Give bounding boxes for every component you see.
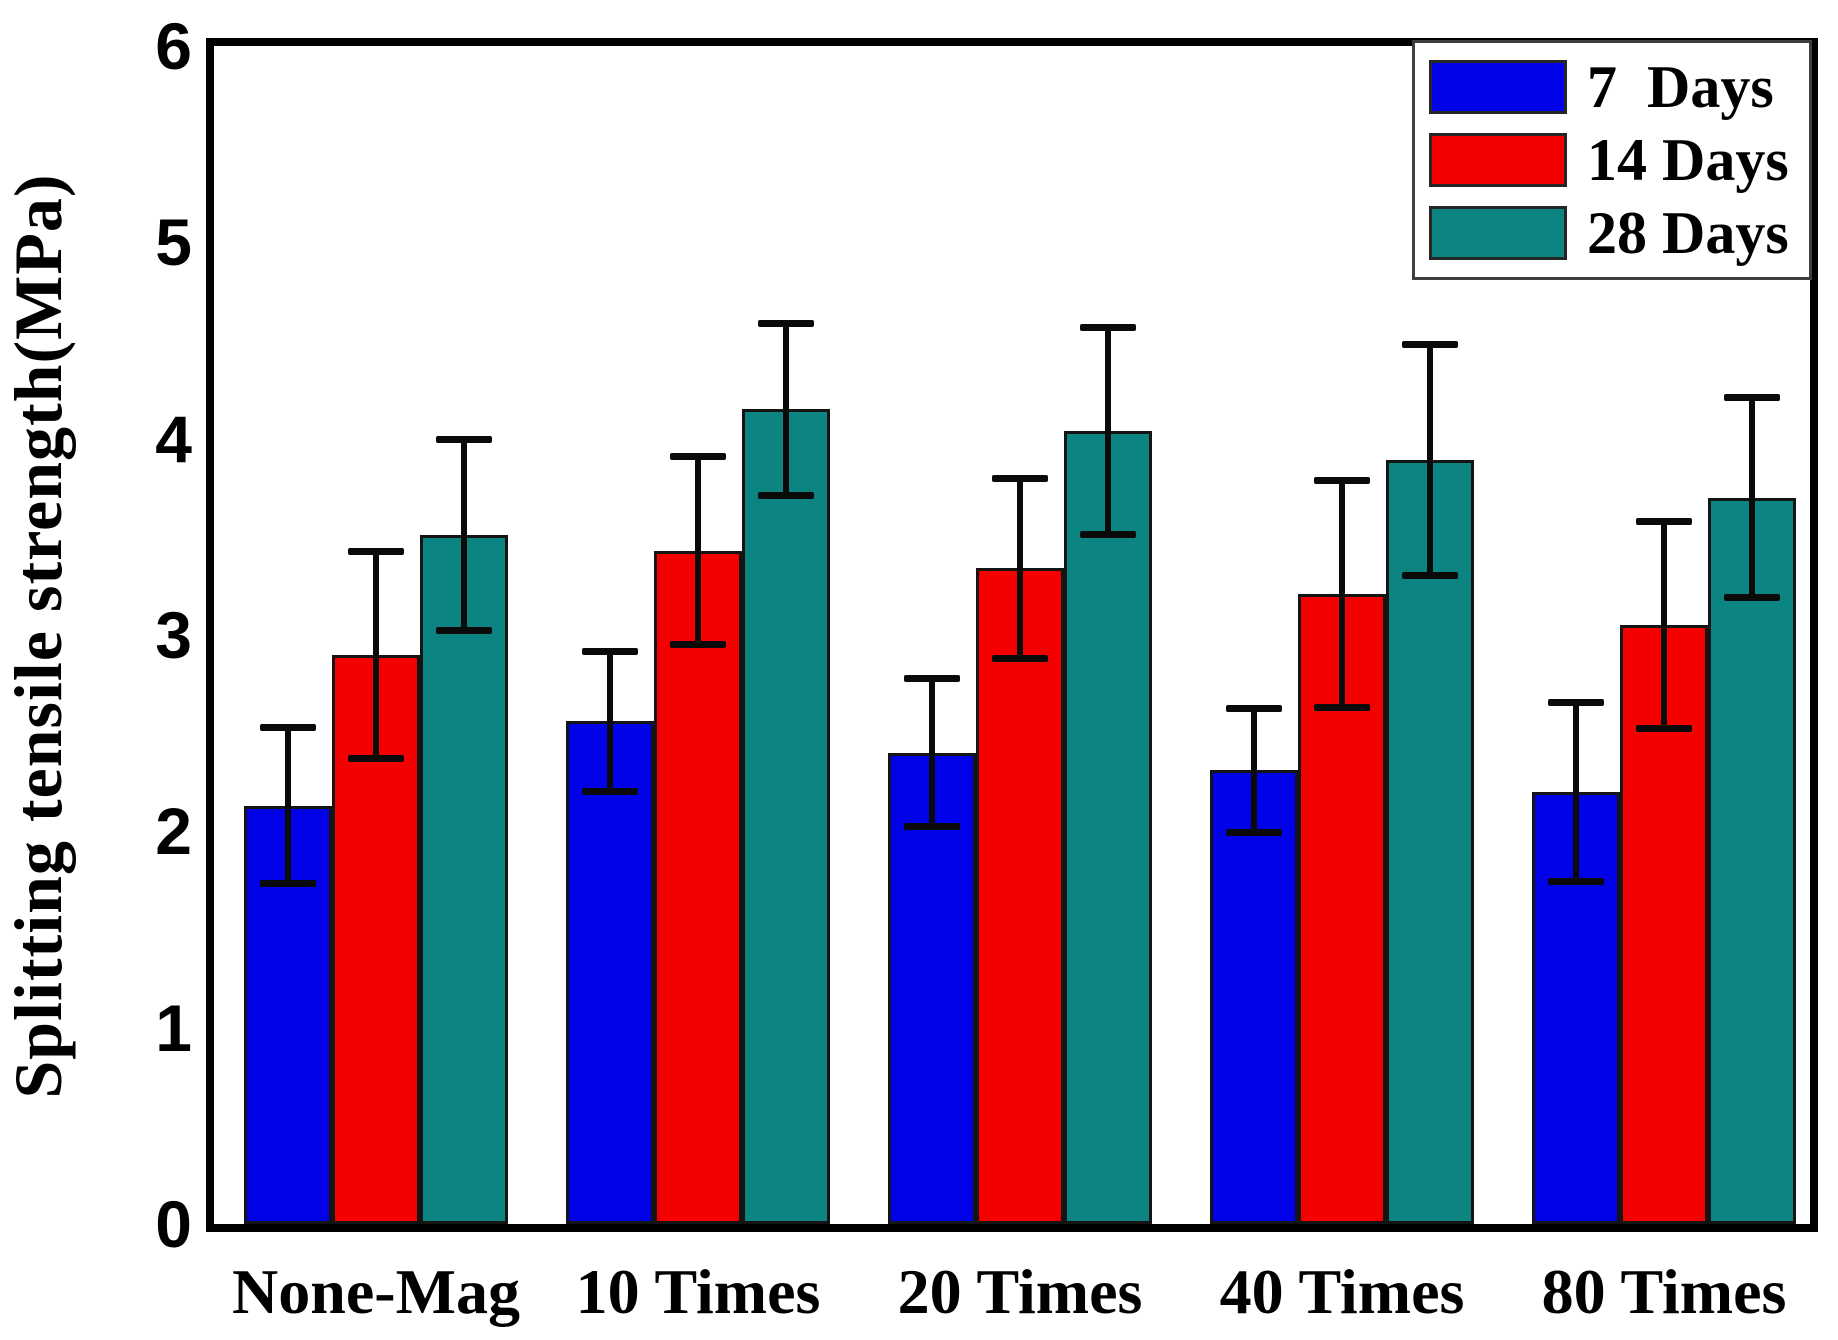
x-category-label: 80 Times <box>1541 1256 1787 1327</box>
y-tick-label: 2 <box>155 794 192 869</box>
y-tick-label: 0 <box>155 1187 192 1261</box>
bar-28-days-10-times <box>742 409 830 1224</box>
error-bar <box>1017 477 1023 659</box>
error-bar <box>1749 397 1755 598</box>
error-bar <box>695 456 701 645</box>
legend-item: 7 Days <box>1429 57 1809 117</box>
error-bar <box>607 650 613 793</box>
error-bar <box>783 322 789 496</box>
x-category-label: 40 Times <box>1219 1256 1465 1327</box>
error-bar <box>1724 593 1780 601</box>
error-bar <box>1427 344 1433 577</box>
legend-swatch-icon <box>1429 205 1567 260</box>
bar-28-days-none-mag <box>420 534 508 1224</box>
legend: 7 Days 14 Days 28 Days <box>1412 40 1812 280</box>
error-bar <box>1636 725 1692 733</box>
error-bar <box>1402 572 1458 580</box>
error-bar <box>1548 878 1604 886</box>
y-tick-label: 6 <box>155 9 192 83</box>
legend-label: 28 Days <box>1587 199 1789 266</box>
error-bar <box>436 435 492 443</box>
error-bar <box>1636 518 1692 526</box>
y-tick-label: 4 <box>155 401 192 476</box>
bar-7-days-40-times <box>1210 770 1298 1224</box>
x-category-label: None-Mag <box>232 1256 520 1327</box>
error-bar <box>670 640 726 648</box>
error-bar <box>1573 701 1579 883</box>
legend-label: 14 Days <box>1587 126 1789 193</box>
error-bar <box>904 675 960 683</box>
x-category-label: 20 Times <box>897 1256 1143 1327</box>
error-bar <box>1314 476 1370 484</box>
plot-area <box>214 46 1810 1224</box>
error-bar <box>1251 707 1257 834</box>
error-bar <box>1226 829 1282 837</box>
legend-swatch-icon <box>1429 60 1567 115</box>
bar-7-days-20-times <box>888 752 976 1224</box>
error-bar <box>260 724 316 732</box>
error-bar <box>1724 394 1780 402</box>
error-bar <box>670 453 726 461</box>
error-bar <box>348 547 404 555</box>
error-bar <box>582 647 638 655</box>
legend-item: 14 Days <box>1429 130 1809 190</box>
error-bar <box>758 319 814 327</box>
error-bar <box>1080 530 1136 538</box>
error-bar <box>1226 704 1282 712</box>
error-bar <box>1105 326 1111 535</box>
error-bar <box>1314 703 1370 711</box>
bar-28-days-40-times <box>1386 460 1474 1224</box>
error-bar <box>436 627 492 635</box>
error-bar <box>992 654 1048 662</box>
error-bar <box>1080 323 1136 331</box>
bar-14-days-20-times <box>976 568 1064 1224</box>
error-bar <box>582 788 638 796</box>
y-tick-label: 3 <box>155 598 192 672</box>
error-bar <box>461 438 467 632</box>
bar-14-days-10-times <box>654 550 742 1224</box>
error-bar <box>992 474 1048 482</box>
bar-28-days-20-times <box>1064 430 1152 1224</box>
error-bar <box>758 491 814 499</box>
error-bar <box>348 754 404 762</box>
error-bar <box>260 880 316 888</box>
y-tick-label: 5 <box>155 205 192 280</box>
legend-label: 7 Days <box>1587 54 1774 121</box>
legend-item: 28 Days <box>1429 203 1809 263</box>
error-bar <box>1661 521 1667 730</box>
error-bar <box>904 823 960 831</box>
x-category-label: 10 Times <box>575 1256 821 1327</box>
bar-7-days-10-times <box>566 721 654 1224</box>
bar-28-days-80-times <box>1708 497 1796 1224</box>
error-bar <box>1402 341 1458 349</box>
error-bar <box>1548 698 1604 706</box>
error-bar <box>373 550 379 759</box>
y-tick-label: 1 <box>155 990 192 1065</box>
error-bar <box>285 727 291 885</box>
legend-swatch-icon <box>1429 132 1567 187</box>
error-bar <box>929 678 935 828</box>
error-bar <box>1339 479 1345 708</box>
